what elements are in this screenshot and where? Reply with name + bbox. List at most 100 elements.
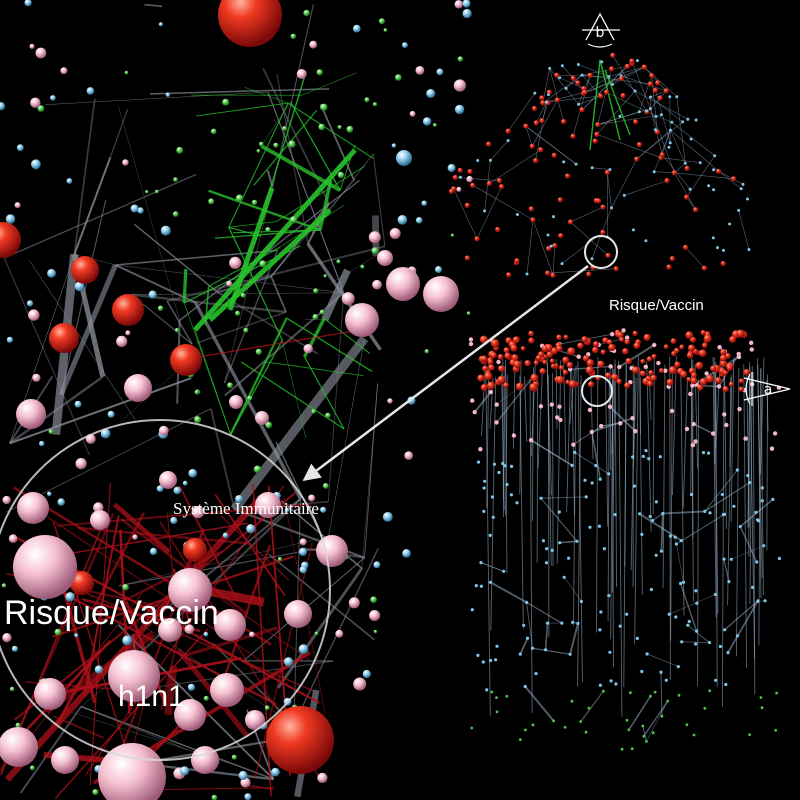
node-view-a bbox=[717, 345, 722, 350]
node-view-b bbox=[528, 206, 534, 212]
small-node bbox=[422, 117, 432, 126]
edge-view-a bbox=[490, 377, 497, 631]
node-view-b bbox=[568, 219, 574, 225]
node-view-b bbox=[550, 272, 556, 278]
node-view-a bbox=[568, 380, 577, 388]
edge-view-a bbox=[669, 594, 716, 615]
node-view-a bbox=[755, 518, 760, 522]
small-node bbox=[447, 164, 456, 172]
edge-view-a bbox=[524, 376, 528, 442]
node-view-a bbox=[503, 464, 507, 468]
edge-view-a bbox=[573, 425, 602, 446]
node-view-b bbox=[495, 226, 501, 233]
gray-edge bbox=[3, 173, 197, 259]
node-view-a bbox=[613, 513, 617, 517]
red-edge bbox=[220, 598, 310, 661]
node-view-b bbox=[635, 59, 639, 63]
small-node bbox=[249, 631, 255, 638]
edge-view-a bbox=[669, 356, 671, 680]
node-view-a bbox=[605, 372, 612, 379]
small-node bbox=[60, 67, 68, 75]
node-view-a bbox=[632, 330, 638, 336]
edge-view-b bbox=[738, 210, 750, 250]
edge-view-a bbox=[687, 624, 710, 643]
node-view-b bbox=[557, 197, 563, 203]
node-view-a bbox=[723, 628, 727, 632]
gray-edge bbox=[372, 153, 386, 247]
node-view-a bbox=[544, 648, 548, 652]
small-node bbox=[231, 754, 237, 760]
edge-view-b bbox=[531, 99, 558, 147]
large-node bbox=[183, 538, 207, 562]
node-view-b bbox=[686, 117, 690, 121]
node-view-b bbox=[590, 257, 594, 261]
node-view-a bbox=[579, 599, 584, 604]
node-view-a bbox=[503, 347, 510, 354]
large-node bbox=[218, 0, 282, 47]
edge-view-b bbox=[654, 171, 675, 174]
node-view-a bbox=[598, 628, 602, 632]
node-view-a bbox=[751, 585, 755, 590]
node-view-b bbox=[670, 120, 674, 124]
node-view-a bbox=[490, 495, 494, 499]
gray-edge bbox=[119, 538, 320, 586]
small-node bbox=[116, 335, 128, 347]
node-view-a bbox=[716, 384, 722, 389]
node-view-b bbox=[620, 93, 626, 99]
left-network-closeup bbox=[0, 0, 473, 800]
node-view-b bbox=[570, 133, 576, 139]
small-node bbox=[173, 486, 182, 495]
node-view-a bbox=[558, 365, 564, 371]
node-view-b bbox=[552, 215, 555, 219]
small-node bbox=[317, 772, 328, 784]
node-view-a bbox=[592, 346, 599, 354]
edge-view-b bbox=[686, 155, 715, 198]
node-view-a bbox=[587, 706, 591, 710]
node-view-b bbox=[698, 161, 702, 165]
edge-view-a bbox=[532, 647, 571, 655]
red-edge bbox=[178, 485, 239, 602]
edge-view-b bbox=[549, 68, 564, 122]
large-node bbox=[112, 294, 144, 326]
node-view-a bbox=[620, 747, 624, 751]
node-view-a bbox=[583, 478, 587, 482]
gray-edge bbox=[166, 245, 386, 303]
node-view-b bbox=[611, 82, 614, 86]
node-view-a bbox=[607, 404, 613, 409]
node-view-b bbox=[600, 60, 604, 64]
small-node bbox=[454, 0, 463, 9]
small-node bbox=[47, 491, 52, 497]
node-view-b bbox=[574, 162, 578, 166]
edge-view-b bbox=[525, 126, 533, 147]
node-view-a bbox=[587, 381, 595, 388]
node-view-a bbox=[616, 378, 622, 385]
small-node bbox=[5, 214, 16, 224]
gray-edge bbox=[131, 293, 287, 314]
gray-edge bbox=[327, 292, 345, 502]
gray-edge bbox=[223, 250, 279, 384]
node-view-a bbox=[688, 391, 693, 397]
edge-view-b bbox=[535, 102, 547, 124]
edge-view-b bbox=[606, 91, 647, 113]
small-node bbox=[290, 33, 296, 39]
node-view-a bbox=[656, 360, 661, 366]
small-node bbox=[158, 22, 163, 27]
node-view-a bbox=[577, 342, 584, 349]
small-node bbox=[132, 534, 138, 540]
large-node bbox=[168, 568, 212, 612]
edge-view-b bbox=[674, 172, 734, 180]
node-view-b bbox=[486, 141, 492, 147]
node-view-b bbox=[600, 204, 606, 210]
node-view-a bbox=[495, 644, 499, 648]
edge-view-b bbox=[507, 92, 536, 132]
node-view-a bbox=[585, 366, 594, 375]
gray-edge bbox=[267, 91, 345, 294]
small-node bbox=[296, 69, 307, 79]
gray-edge bbox=[230, 335, 369, 513]
node-view-a bbox=[535, 355, 542, 361]
edge-view-a bbox=[727, 374, 733, 606]
node-view-a bbox=[562, 356, 570, 364]
edge-view-a bbox=[697, 379, 700, 687]
large-node bbox=[423, 276, 459, 312]
edge-view-b bbox=[718, 171, 742, 189]
